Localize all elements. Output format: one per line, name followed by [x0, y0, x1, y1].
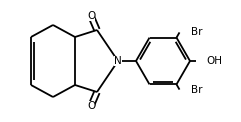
- Text: Br: Br: [191, 27, 202, 37]
- Text: Br: Br: [191, 85, 202, 95]
- Text: O: O: [87, 101, 95, 111]
- Text: O: O: [87, 11, 95, 21]
- Text: N: N: [114, 56, 122, 66]
- Text: OH: OH: [206, 56, 222, 66]
